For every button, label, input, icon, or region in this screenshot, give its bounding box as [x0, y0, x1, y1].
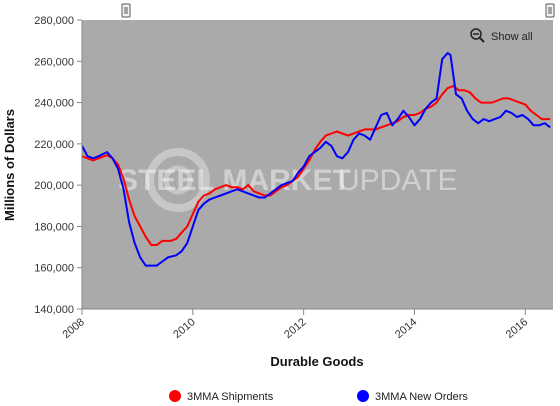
y-tick-label: 280,000	[34, 15, 74, 27]
x-tick-label: 2012	[282, 316, 308, 341]
watermark-bold-text: STEEL MARKET	[118, 164, 351, 197]
y-tick-label: 180,000	[34, 221, 74, 233]
series-line-shipments	[81, 85, 551, 246]
y-axis-ticks: 140,000 160,000 180,000 200,000 220,000 240,0…	[34, 15, 82, 316]
legend-label: 3MMA New Orders	[375, 391, 468, 403]
legend-marker	[357, 390, 369, 402]
x-tick-label: 2016	[504, 316, 530, 341]
watermark: STEEL MARKET UPDATE	[118, 148, 457, 212]
y-tick-label: 140,000	[34, 304, 74, 316]
x-tick-label: 2008	[60, 316, 86, 341]
series-line-new-orders	[81, 52, 551, 267]
y-axis-title: Millions of Dollars	[2, 109, 17, 221]
show-all-button[interactable]: Show all	[470, 28, 533, 43]
range-handle-right[interactable]	[545, 3, 555, 18]
magnifier-minus-icon	[470, 28, 485, 43]
x-axis-title: Durable Goods	[270, 354, 363, 369]
y-tick-label: 160,000	[34, 263, 74, 275]
y-tick-label: 260,000	[34, 56, 74, 68]
legend-label: 3MMA Shipments	[187, 391, 274, 403]
x-tick-label: 2014	[393, 316, 419, 341]
y-tick-label: 200,000	[34, 180, 74, 192]
series-layer	[81, 52, 551, 267]
legend-item-shipments[interactable]: 3MMA Shipments	[169, 390, 274, 403]
plot-background	[82, 20, 553, 309]
y-tick-label: 240,000	[34, 98, 74, 110]
watermark-light-text: UPDATE	[338, 164, 457, 197]
legend-item-new-orders[interactable]: 3MMA New Orders	[357, 390, 468, 403]
x-axis-ticks: 2008 2010 2012 2014 2016	[60, 309, 530, 341]
legend-marker	[169, 390, 181, 402]
range-handle-left[interactable]	[121, 3, 131, 18]
y-tick-label: 220,000	[34, 139, 74, 151]
watermark-gear-icon	[146, 148, 210, 212]
legend: 3MMA Shipments 3MMA New Orders	[169, 390, 468, 403]
show-all-label: Show all	[491, 31, 533, 43]
x-tick-label: 2010	[171, 316, 197, 341]
